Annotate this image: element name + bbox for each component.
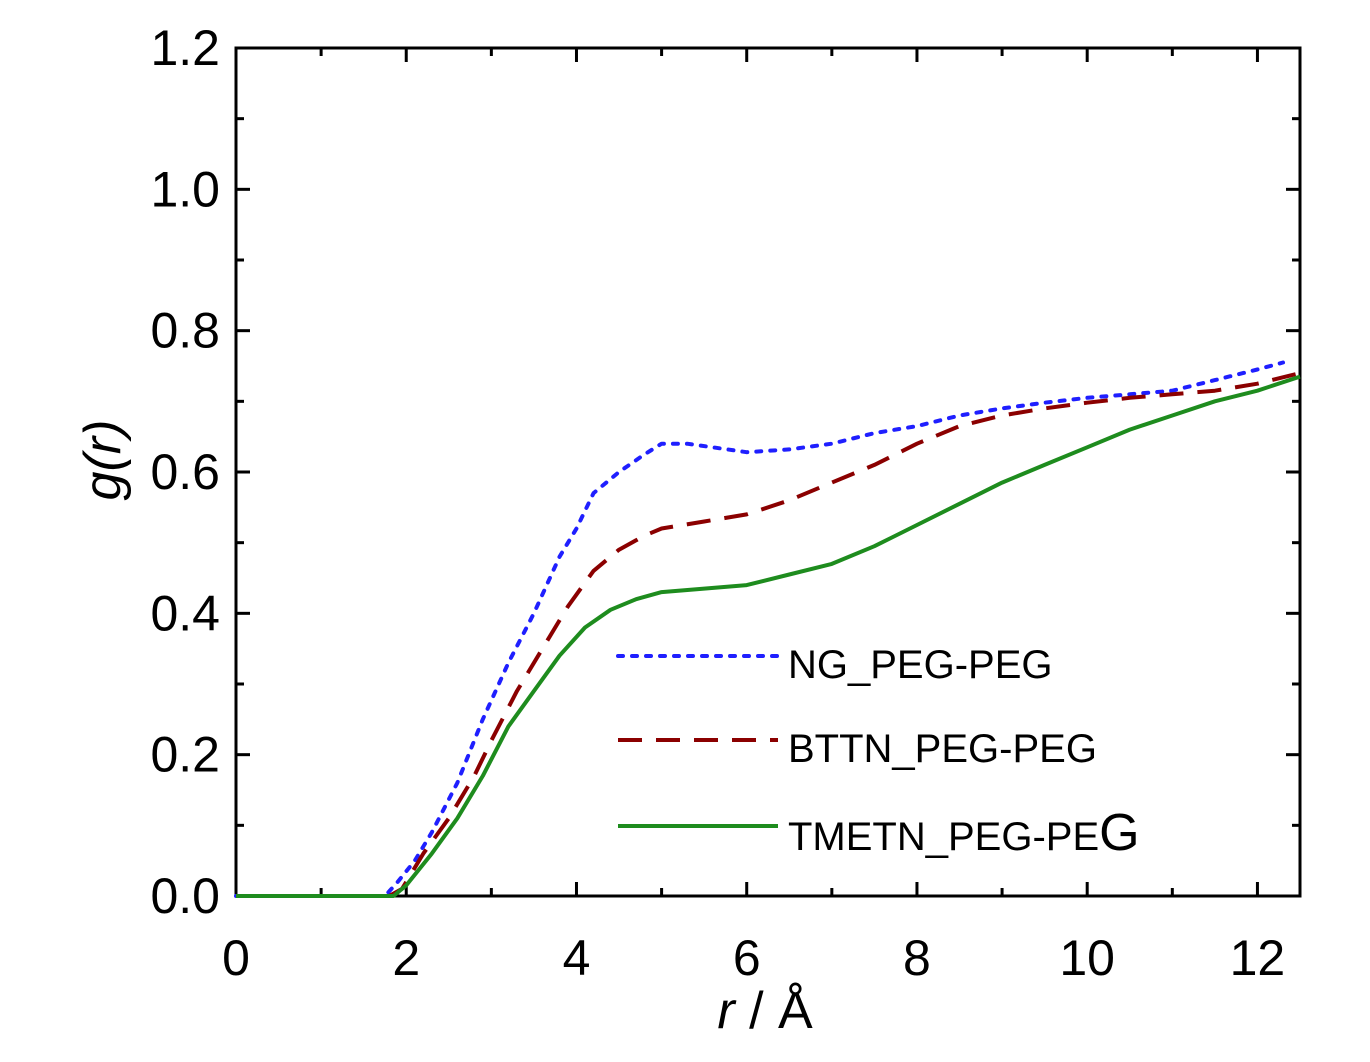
x-axis-title-var: r bbox=[717, 982, 737, 1040]
x-tick-label: 6 bbox=[733, 930, 761, 986]
series-line-ng-peg-peg bbox=[234, 360, 1285, 898]
y-tick-label: 0.6 bbox=[150, 444, 220, 500]
series-line-tmetn-peg-peg bbox=[236, 374, 1301, 898]
x-tick-label: 12 bbox=[1230, 930, 1286, 986]
y-tick-label: 1.2 bbox=[150, 20, 220, 76]
x-axis-title: r / Å bbox=[717, 982, 813, 1040]
y-tick-label: 0.8 bbox=[150, 303, 220, 359]
tick-labels: 0 2 4 6 8 10 12 0.0 0.2 0.4 0.6 0.8 1.0 1.2 bbox=[150, 20, 1285, 986]
plot-border bbox=[234, 46, 1302, 898]
x-tick-label: 10 bbox=[1059, 930, 1115, 986]
plot-frame bbox=[234, 46, 1302, 898]
y-tick-label: 1.0 bbox=[150, 161, 220, 217]
legend-label-tmetn-tail: G bbox=[1099, 804, 1139, 862]
legend: NG_PEG-PEG BTTN_PEG-PEG TMETN_PEG-PEG bbox=[616, 643, 1140, 862]
x-tick-label: 0 bbox=[222, 930, 250, 986]
y-tick-label: 0.4 bbox=[150, 585, 220, 641]
legend-label-bttn: BTTN_PEG-PEG bbox=[788, 727, 1097, 771]
series-lines bbox=[234, 360, 1301, 898]
x-tick-label: 4 bbox=[563, 930, 591, 986]
y-tick-label: 0.2 bbox=[150, 727, 220, 783]
legend-label-tmetn-main: TMETN_PEG-PE bbox=[788, 815, 1099, 859]
legend-label-tmetn: TMETN_PEG-PEG bbox=[788, 804, 1140, 862]
x-tick-label: 2 bbox=[392, 930, 420, 986]
x-tick-label: 8 bbox=[903, 930, 931, 986]
legend-label-ng: NG_PEG-PEG bbox=[788, 643, 1053, 687]
x-axis-title-unit: / Å bbox=[735, 982, 813, 1040]
y-tick-label: 0.0 bbox=[150, 868, 220, 924]
axis-ticks bbox=[234, 46, 1300, 898]
series-line-bttn-peg-peg bbox=[236, 371, 1301, 898]
y-axis-title: g(r) bbox=[74, 420, 132, 501]
